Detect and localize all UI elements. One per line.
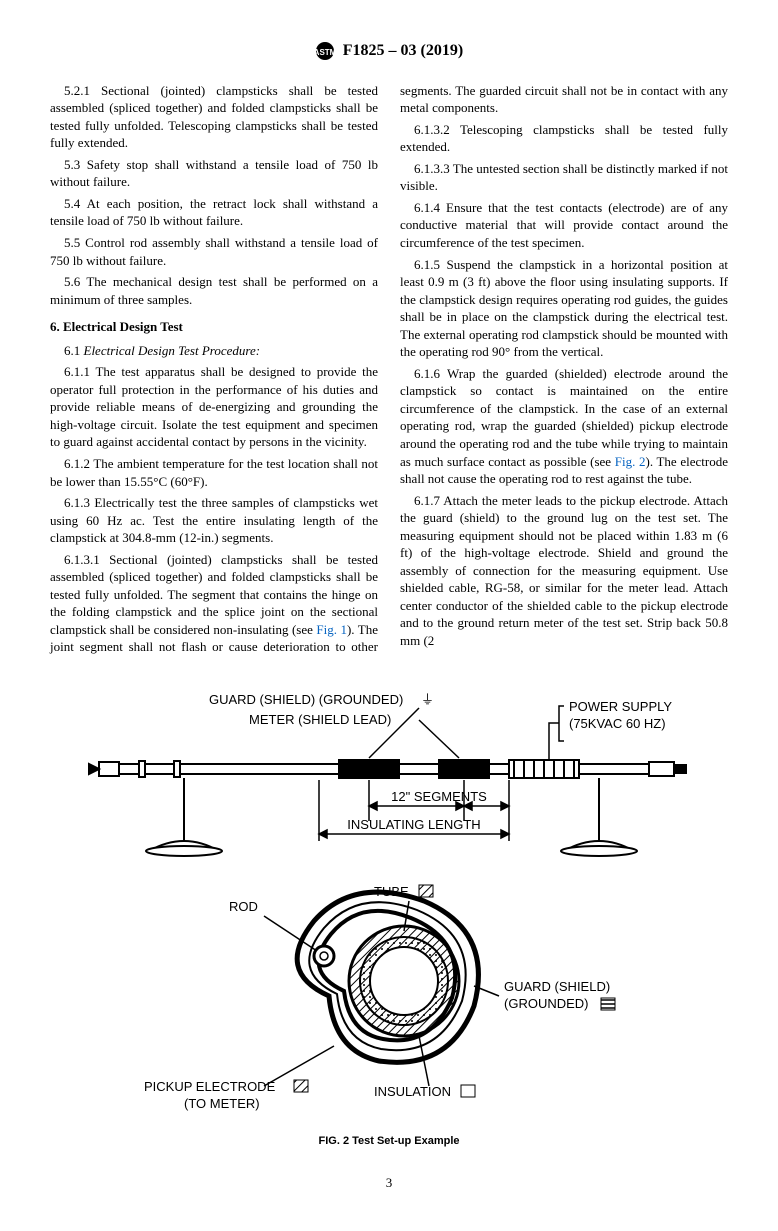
astm-logo-icon: ASTM	[315, 41, 335, 61]
page-number: 3	[50, 1174, 728, 1192]
figure-caption: FIG. 2 Test Set-up Example	[50, 1134, 728, 1149]
standard-id: F1825 – 03 (2019)	[343, 42, 463, 59]
para-6-1: 6.1 Electrical Design Test Procedure:	[50, 342, 378, 360]
lbl-pickup: PICKUP ELECTRODE	[144, 1079, 276, 1094]
para-6-1-2: 6.1.2 The ambient temperature for the te…	[50, 455, 378, 490]
lbl-rod: ROD	[229, 899, 258, 914]
para-5-3: 5.3 Safety stop shall withstand a tensil…	[50, 156, 378, 191]
lbl-power2: (75KVAC 60 HZ)	[569, 716, 666, 731]
fig2-ref[interactable]: Fig. 2	[615, 454, 646, 469]
lbl-tube: TUBE	[374, 884, 409, 899]
svg-text:⏚: ⏚	[421, 692, 434, 707]
para-6-1-3: 6.1.3 Electrically test the three sample…	[50, 494, 378, 547]
lbl-guard-cross: GUARD (SHIELD)	[504, 979, 610, 994]
para-6-1-7: 6.1.7 Attach the meter leads to the pick…	[400, 492, 728, 650]
test-setup-diagram: GUARD (SHIELD) (GROUNDED) ⏚ METER (SHIEL…	[79, 686, 699, 1126]
para-5-5: 5.5 Control rod assembly shall withstand…	[50, 234, 378, 269]
para-6-1-3-3: 6.1.3.3 The untested section shall be di…	[400, 160, 728, 195]
para-5-6: 5.6 The mechanical design test shall be …	[50, 273, 378, 308]
para-6-1-1: 6.1.1 The test apparatus shall be design…	[50, 363, 378, 451]
svg-text:ASTM: ASTM	[315, 48, 335, 57]
para-6-1-6: 6.1.6 Wrap the guarded (shielded) electr…	[400, 365, 728, 488]
para-5-4: 5.4 At each position, the retract lock s…	[50, 195, 378, 230]
lbl-guard-top: GUARD (SHIELD) (GROUNDED)	[209, 692, 403, 707]
section-6-title: 6. Electrical Design Test	[50, 318, 378, 336]
page-header: ASTM F1825 – 03 (2019)	[50, 40, 728, 62]
body-columns: 5.2.1 Sectional (jointed) clampsticks sh…	[50, 82, 728, 656]
lbl-grounded: (GROUNDED)	[504, 996, 589, 1011]
lbl-meter: METER (SHIELD LEAD)	[249, 712, 391, 727]
figure-2: GUARD (SHIELD) (GROUNDED) ⏚ METER (SHIEL…	[50, 686, 728, 1149]
para-6-1-4: 6.1.4 Ensure that the test contacts (ele…	[400, 199, 728, 252]
para-5-2-1: 5.2.1 Sectional (jointed) clampsticks sh…	[50, 82, 378, 152]
proc-label: Electrical Design Test Procedure:	[84, 343, 261, 358]
para-6-1-3-2: 6.1.3.2 Telescoping clampsticks shall be…	[400, 121, 728, 156]
lbl-tometer: (TO METER)	[184, 1096, 260, 1111]
lbl-segments: 12" SEGMENTS	[391, 789, 487, 804]
lbl-power: POWER SUPPLY	[569, 699, 672, 714]
fig1-ref[interactable]: Fig. 1	[316, 622, 347, 637]
lbl-insulation: INSULATION	[374, 1084, 451, 1099]
lbl-insulating: INSULATING LENGTH	[347, 817, 480, 832]
para-6-1-5: 6.1.5 Suspend the clampstick in a horizo…	[400, 256, 728, 361]
